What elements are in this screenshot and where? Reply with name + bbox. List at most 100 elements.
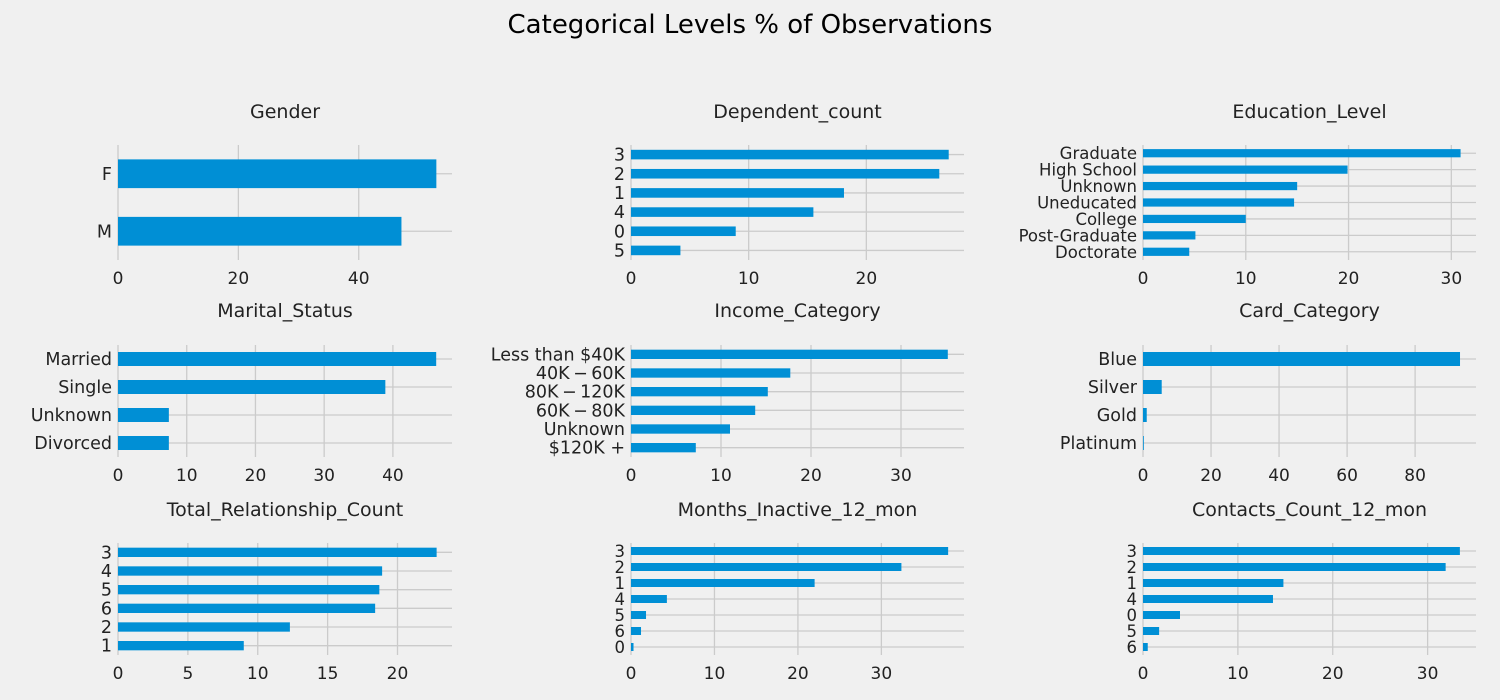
bar bbox=[118, 641, 244, 651]
bar bbox=[1143, 627, 1160, 635]
chart-title: Income_Category bbox=[714, 300, 880, 322]
x-tick-label: 30 bbox=[1441, 269, 1463, 289]
category-label: 0 bbox=[614, 222, 625, 242]
bar bbox=[118, 380, 386, 394]
bar bbox=[631, 226, 736, 237]
bar bbox=[631, 368, 791, 378]
bar bbox=[631, 563, 902, 571]
x-tick-label: 0 bbox=[626, 269, 637, 289]
category-label: Gold bbox=[1097, 406, 1137, 426]
chart-title: Gender bbox=[250, 101, 320, 123]
x-tick-label: 10 bbox=[738, 269, 760, 289]
chart-title: Months_Inactive_12_mon bbox=[678, 499, 918, 521]
bar bbox=[1143, 643, 1148, 651]
bar bbox=[631, 443, 696, 453]
category-label: 6 bbox=[1127, 638, 1138, 657]
bar bbox=[631, 547, 949, 555]
bar bbox=[631, 643, 634, 651]
category-label: 0 bbox=[1127, 606, 1138, 625]
x-tick-label: 0 bbox=[626, 664, 637, 684]
chart-title: Total_Relationship_Count bbox=[166, 499, 403, 521]
category-label: 2 bbox=[614, 165, 625, 185]
bar bbox=[631, 188, 844, 198]
bar bbox=[631, 595, 667, 603]
bar bbox=[1143, 149, 1461, 158]
bar bbox=[1143, 595, 1273, 603]
bar bbox=[118, 585, 380, 595]
chart-title: Contacts_Count_12_mon bbox=[1192, 499, 1427, 521]
x-tick-label: 60 bbox=[1336, 466, 1358, 486]
category-label: 4 bbox=[101, 562, 112, 582]
x-tick-label: 0 bbox=[113, 466, 124, 486]
bar bbox=[118, 352, 437, 366]
category-label: Single bbox=[58, 378, 112, 398]
category-label: F bbox=[102, 165, 112, 185]
category-label: Doctorate bbox=[1055, 243, 1137, 262]
category-label: Less than $40K bbox=[491, 345, 626, 365]
category-label: 4 bbox=[1127, 590, 1138, 609]
category-label: Graduate bbox=[1060, 144, 1137, 163]
category-label: Silver bbox=[1088, 378, 1138, 398]
category-label: 1 bbox=[101, 637, 112, 657]
x-tick-label: 30 bbox=[1417, 664, 1439, 684]
chart-title: Card_Category bbox=[1239, 300, 1380, 322]
x-tick-label: 0 bbox=[1138, 466, 1149, 486]
x-tick-label: 40 bbox=[348, 269, 370, 289]
category-label: 3 bbox=[101, 543, 112, 563]
category-label: 2 bbox=[1127, 558, 1138, 577]
x-tick-label: 40 bbox=[382, 466, 404, 486]
chart-4: Income_Category 0 10 20 30 Less than $40K40K … bbox=[491, 300, 964, 486]
bar bbox=[631, 387, 768, 397]
bar bbox=[631, 579, 815, 587]
category-label: 60K − 80K bbox=[536, 401, 626, 421]
category-label: M bbox=[97, 222, 112, 242]
x-tick-label: 80 bbox=[1404, 466, 1426, 486]
x-tick-label: 0 bbox=[626, 466, 637, 486]
category-label: Blue bbox=[1098, 350, 1137, 370]
category-label: Divorced bbox=[34, 434, 112, 454]
x-tick-label: 20 bbox=[787, 664, 809, 684]
bar bbox=[1143, 547, 1460, 555]
bar bbox=[118, 603, 376, 613]
x-tick-label: 20 bbox=[1200, 466, 1222, 486]
x-tick-label: 0 bbox=[1138, 664, 1149, 684]
category-label: 40K − 60K bbox=[536, 364, 626, 384]
x-tick-label: 20 bbox=[1322, 664, 1344, 684]
x-tick-label: 5 bbox=[182, 664, 193, 684]
bar bbox=[631, 424, 730, 434]
bar bbox=[1143, 247, 1190, 256]
category-label: Unknown bbox=[31, 406, 112, 426]
bar bbox=[1143, 563, 1446, 571]
category-label: High School bbox=[1039, 161, 1137, 180]
category-label: Uneducated bbox=[1037, 194, 1137, 213]
bar bbox=[1143, 165, 1348, 174]
x-tick-label: 10 bbox=[176, 466, 198, 486]
x-tick-label: 10 bbox=[247, 664, 269, 684]
x-tick-label: 30 bbox=[890, 466, 912, 486]
category-label: Married bbox=[45, 350, 112, 370]
category-label: 5 bbox=[101, 581, 112, 601]
category-label: 5 bbox=[1127, 622, 1138, 641]
bar bbox=[631, 149, 949, 160]
category-label: Post-Graduate bbox=[1019, 226, 1137, 245]
x-tick-label: 15 bbox=[317, 664, 339, 684]
chart-title: Dependent_count bbox=[713, 101, 881, 123]
category-label: 5 bbox=[615, 606, 626, 625]
bar bbox=[631, 245, 681, 256]
bar bbox=[631, 405, 756, 415]
bar bbox=[631, 207, 814, 217]
bar bbox=[118, 622, 290, 632]
x-tick-label: 0 bbox=[113, 269, 124, 289]
chart-0: Gender 0 20 40 F M bbox=[97, 101, 452, 289]
bar bbox=[1143, 231, 1196, 240]
bar bbox=[1143, 352, 1461, 366]
category-label: 80K − 120K bbox=[525, 383, 626, 403]
category-label: 4 bbox=[615, 590, 626, 609]
bar bbox=[631, 349, 948, 359]
